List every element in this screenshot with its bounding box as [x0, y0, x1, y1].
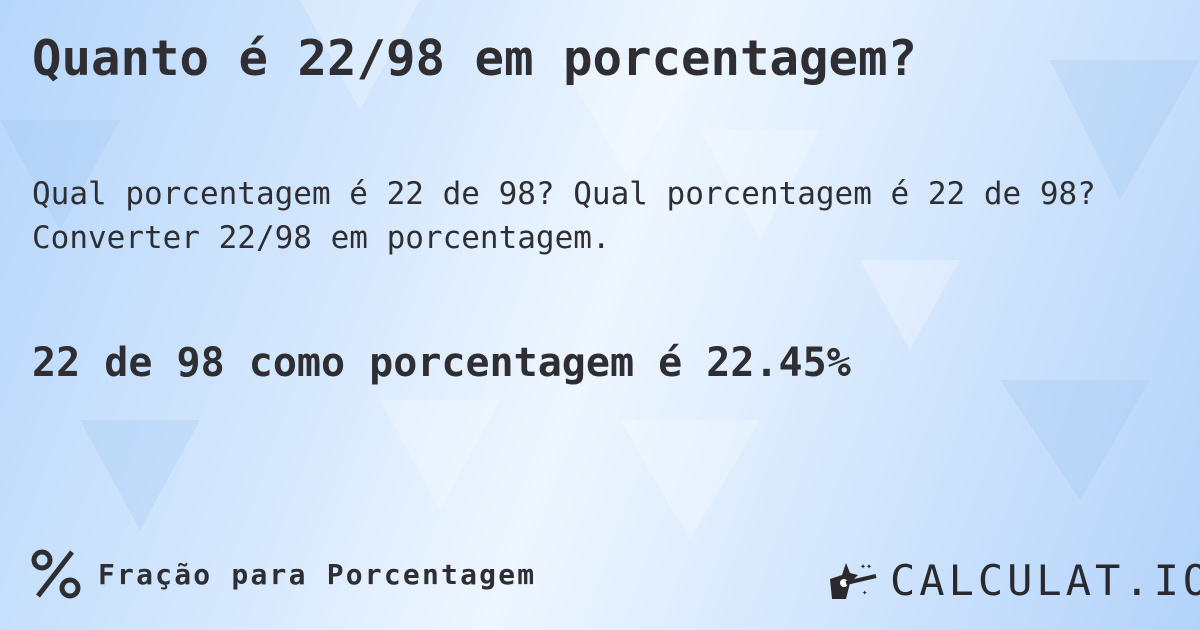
page-title: Quanto é 22/98 em porcentagem?	[32, 30, 918, 87]
magic-hand-icon: ✦✦ ✦	[830, 561, 877, 599]
calculat-logo[interactable]: ✦✦ ✦ CALCULAT.IO	[828, 556, 1200, 605]
category-label: Fração para Porcentagem	[98, 557, 537, 591]
category-link[interactable]: Fração para Porcentagem	[30, 548, 536, 600]
result-text: 22 de 98 como porcentagem é 22.45%	[32, 340, 851, 386]
page-description: Qual porcentagem é 22 de 98? Qual porcen…	[32, 176, 1096, 256]
svg-text:✦: ✦	[862, 588, 868, 598]
logo-text: CALCULAT.IO	[890, 556, 1200, 605]
percent-icon	[31, 549, 81, 599]
svg-text:✦✦: ✦✦	[860, 561, 872, 572]
